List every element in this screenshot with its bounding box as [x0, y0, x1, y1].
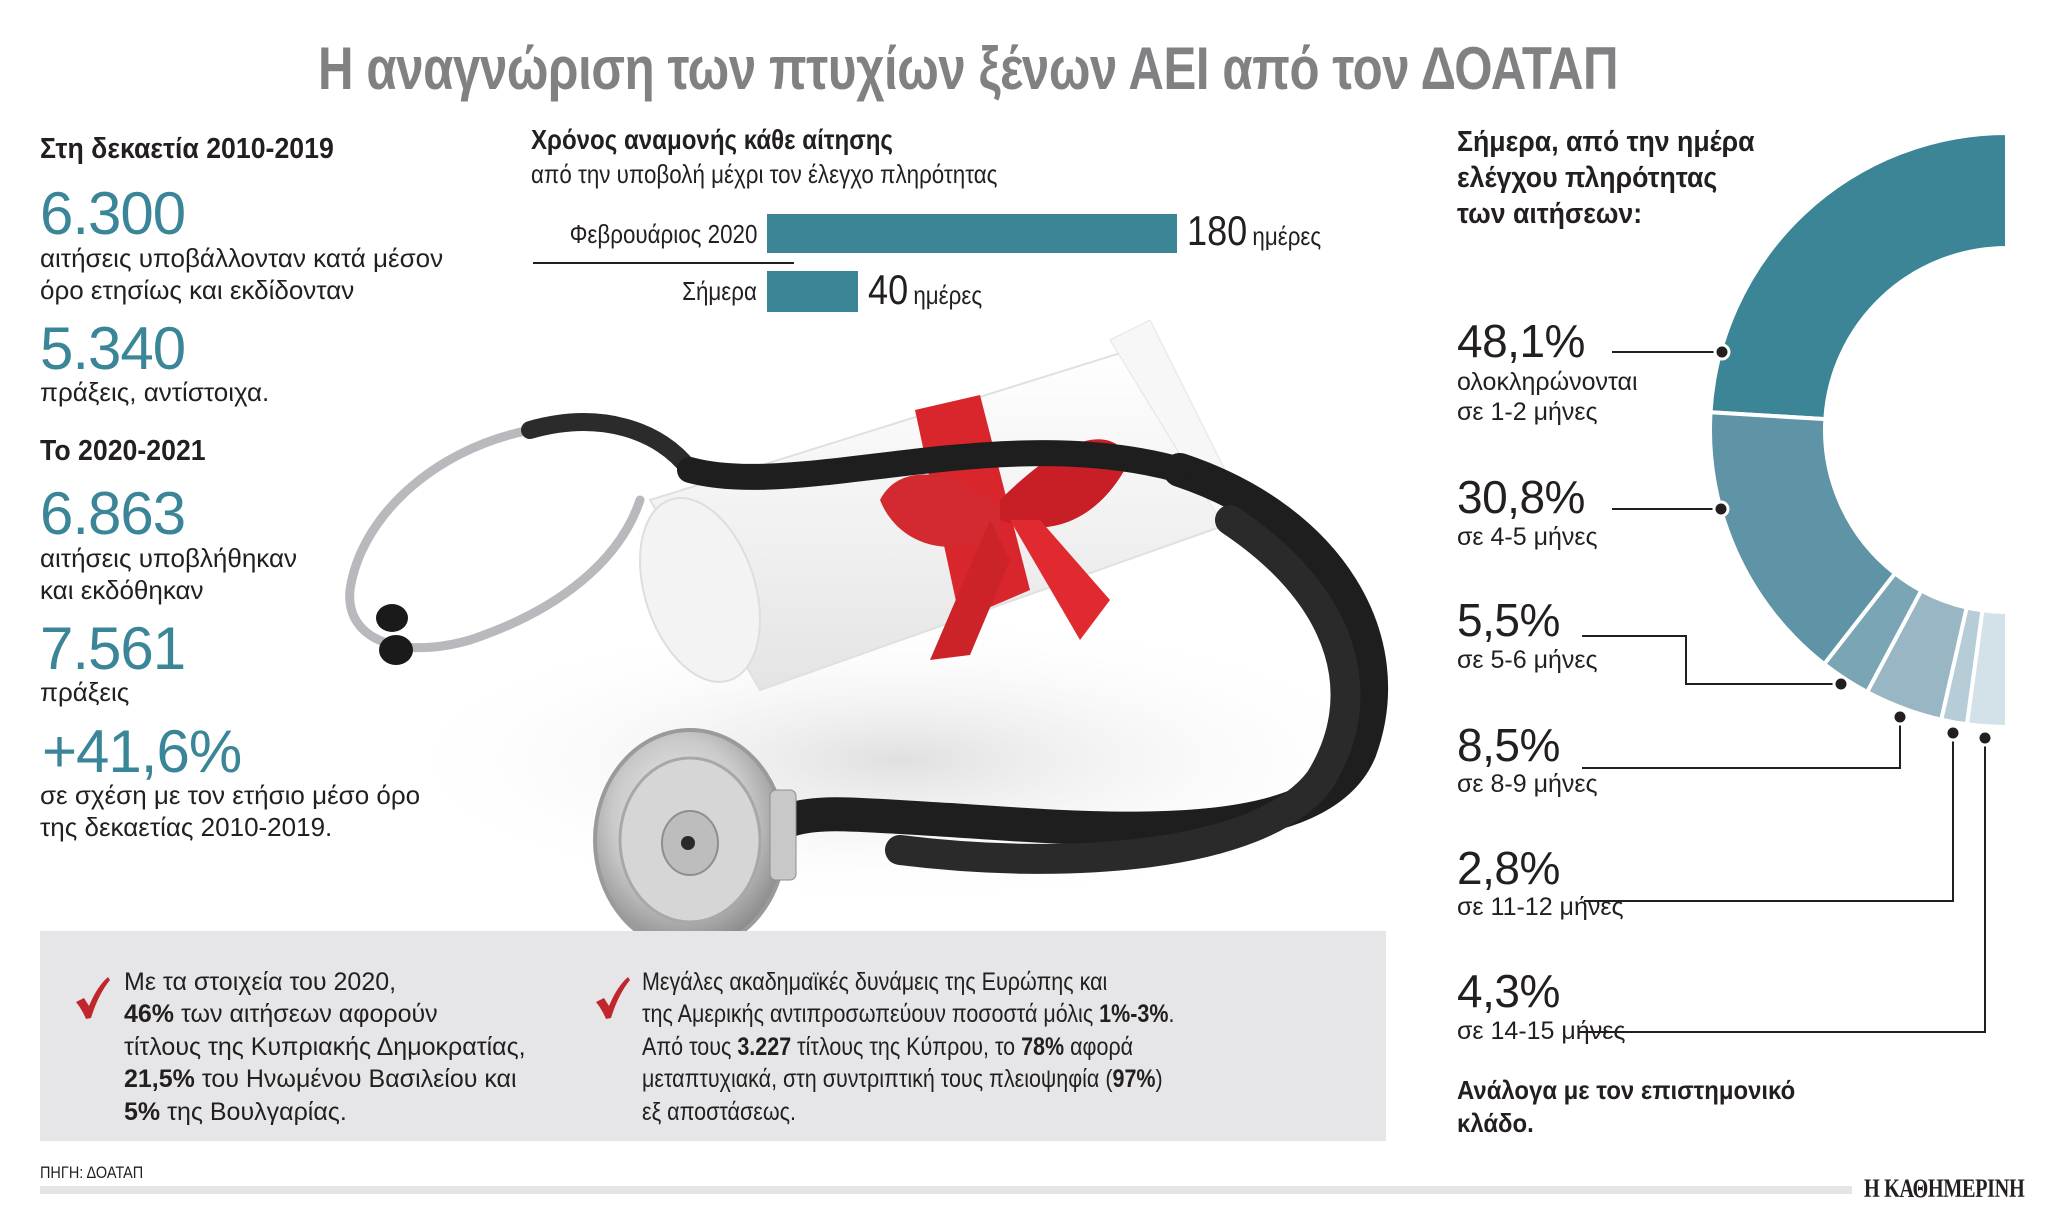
segment-pct-4-5-months: 30,8%	[1457, 471, 1585, 523]
bar-chart-subtitle: από την υποβολή μέχρι τον έλεγχο πληρότη…	[531, 159, 998, 189]
callout-left-line-4: 21,5% του Ηνωμένου Βασιλείου και	[124, 1063, 517, 1096]
donut-note-1: Ανάλογα με τον επιστημονικό	[1457, 1075, 1796, 1105]
recent-applications-text-1: αιτήσεις υποβλήθηκαν	[40, 543, 298, 573]
publisher-logo: Η ΚΑΘΗΜΕΡΙΝΗ	[1864, 1174, 2025, 1203]
bar-value-number: 40	[868, 266, 909, 313]
decade-applications-value: 6.300	[40, 180, 186, 247]
change-text-1: σε σχέση με τον ετήσιο μέσο όρο	[40, 780, 421, 810]
bar-today	[767, 271, 858, 312]
bold-figure: 1%-3%	[1099, 1000, 1169, 1028]
segment-pct-5-6-months: 5,5%	[1457, 594, 1560, 646]
change-text-2: της δεκαετίας 2010-2019.	[40, 812, 333, 842]
bar-value-unit: ημέρες	[913, 280, 983, 310]
segment-text-1-2-months-a: ολοκληρώνονται	[1457, 368, 1638, 396]
bold-figure: 5%	[124, 1098, 161, 1126]
bold-figure: 97%	[1112, 1065, 1156, 1093]
callout-left-line-5: 5% της Βουλγαρίας.	[124, 1096, 347, 1129]
bar-value-number: 180	[1187, 207, 1248, 254]
segment-pct-14-15-months: 4,3%	[1457, 965, 1560, 1017]
callout-right-line-4: μεταπτυχιακά, στη συντριπτική τους πλειο…	[642, 1063, 1163, 1096]
footer-bar	[40, 1186, 1852, 1194]
text: μεταπτυχιακά, στη συντριπτική τους πλειο…	[642, 1065, 1113, 1093]
donut-heading-3: των αιτήσεων:	[1457, 198, 1643, 230]
text: της Αμερικής αντιπροσωπεύουν ποσοστά μόλ…	[642, 1000, 1100, 1028]
recent-heading: Το 2020-2021	[40, 435, 206, 467]
text: .	[1168, 1000, 1175, 1028]
bar-label-today: Σήμερα	[682, 276, 757, 306]
bar-value-unit: ημέρες	[1252, 221, 1322, 251]
bold-figure: 78%	[1021, 1033, 1065, 1061]
text: του Ηνωμένου Βασιλείου και	[194, 1065, 517, 1093]
bold-figure: 46%	[124, 1000, 175, 1028]
bold-figure: 3.227	[737, 1033, 792, 1061]
infographic-title: Η αναγνώριση των πτυχίων ξένων ΑΕΙ από τ…	[318, 35, 1619, 102]
recent-acts-value: 7.561	[40, 615, 186, 682]
bar-feb-2020	[767, 214, 1177, 253]
decade-acts-text: πράξεις, αντίστοιχα.	[40, 377, 270, 407]
callout-right-line-2: της Αμερικής αντιπροσωπεύουν ποσοστά μόλ…	[642, 998, 1174, 1031]
decade-acts-value: 5.340	[40, 315, 186, 382]
segment-text-5-6-months: σε 5-6 μήνες	[1457, 646, 1598, 674]
text: τίτλους της Κύπρου, το	[791, 1033, 1022, 1061]
recent-applications-text-2: και εκδόθηκαν	[40, 575, 204, 605]
segment-pct-11-12-months: 2,8%	[1457, 842, 1560, 894]
segment-pct-8-9-months: 8,5%	[1457, 719, 1560, 771]
callout-left-line-1: Με τα στοιχεία του 2020,	[124, 968, 397, 996]
donut-segment	[1964, 608, 2009, 730]
donut-segment	[1708, 410, 1898, 667]
recent-acts-text: πράξεις	[40, 677, 130, 707]
text: της Βουλγαρίας.	[160, 1098, 347, 1126]
callout-right-line-5: εξ αποστάσεως.	[642, 1098, 796, 1126]
text: των αιτήσεων αφορούν	[174, 1000, 438, 1028]
source-credit: ΠΗΓΗ: ΔΟΑΤΑΠ	[40, 1163, 144, 1182]
callout-left-line-3: τίτλους της Κυπριακής Δημοκρατίας,	[124, 1033, 526, 1061]
donut-segment	[1708, 130, 2009, 422]
bar-value-today: 40 ημέρες	[868, 266, 982, 314]
bar-value-feb-2020: 180 ημέρες	[1187, 207, 1321, 255]
text: Από τους	[642, 1033, 738, 1061]
segment-text-14-15-months: σε 14-15 μήνες	[1457, 1017, 1626, 1045]
leader-dots	[1712, 343, 1994, 747]
decade-heading: Στη δεκαετία 2010-2019	[40, 133, 334, 165]
callout-box	[40, 931, 1386, 1141]
decade-applications-text-2: όρο ετησίως και εκδίδονταν	[40, 275, 355, 305]
decade-applications-text-1: αιτήσεις υποβάλλονταν κατά μέσον	[40, 243, 444, 273]
change-percentage: +41,6%	[42, 718, 242, 785]
donut-heading-1: Σήμερα, από την ημέρα	[1457, 126, 1755, 158]
bar-chart-title: Χρόνος αναμονής κάθε αίτησης	[531, 124, 893, 155]
text: αφορά	[1064, 1033, 1134, 1061]
segment-pct-1-2-months: 48,1%	[1457, 315, 1585, 367]
segment-text-4-5-months: σε 4-5 μήνες	[1457, 523, 1598, 551]
segment-text-8-9-months: σε 8-9 μήνες	[1457, 770, 1598, 798]
segment-text-11-12-months: σε 11-12 μήνες	[1457, 893, 1624, 921]
callout-right-line-1: Μεγάλες ακαδημαϊκές δυνάμεις της Ευρώπης…	[642, 968, 1108, 996]
leader-lines	[1578, 351, 1986, 1033]
bold-figure: 21,5%	[124, 1065, 195, 1093]
callout-left-line-2: 46% των αιτήσεων αφορούν	[124, 998, 438, 1031]
bar-separator	[533, 262, 794, 264]
bar-label-feb-2020: Φεβρουάριος 2020	[569, 219, 757, 249]
checkmark-icon	[76, 977, 110, 1019]
donut-heading-2: ελέγχου πληρότητας	[1457, 162, 1718, 194]
donut-segments	[1708, 130, 2009, 730]
checkmark-icon	[596, 977, 630, 1019]
recent-applications-value: 6.863	[40, 480, 186, 547]
callout-right-line-3: Από τους 3.227 τίτλους της Κύπρου, το 78…	[642, 1031, 1133, 1064]
donut-note-2: κλάδο.	[1457, 1108, 1534, 1138]
text: )	[1155, 1065, 1163, 1093]
segment-text-1-2-months-b: σε 1-2 μήνες	[1457, 398, 1598, 426]
